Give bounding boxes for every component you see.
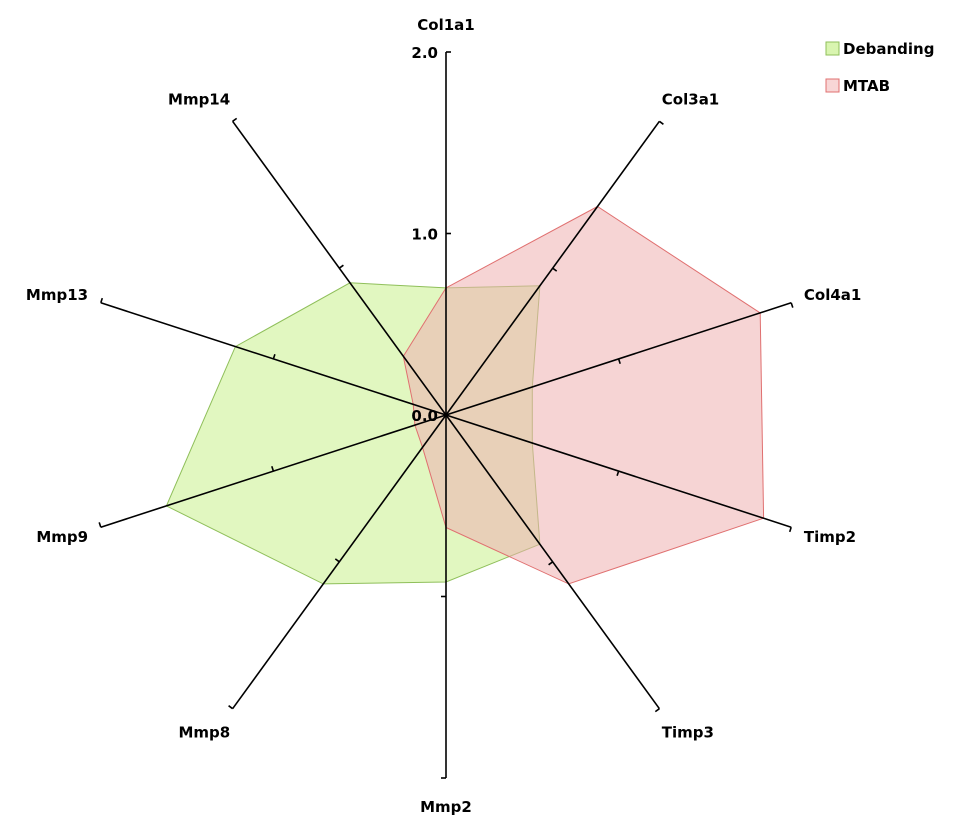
axis-line-col3a1 <box>445 120 661 416</box>
axis-label-col3a1: Col3a1 <box>662 91 719 109</box>
axis-tick <box>100 297 104 304</box>
axis-tick <box>548 561 554 566</box>
axis-tick <box>232 117 238 122</box>
axis-tick <box>98 522 102 528</box>
axis-tick <box>334 558 340 563</box>
axis-label-mmp14: Mmp14 <box>168 91 230 109</box>
axis-tick <box>790 302 794 308</box>
axis-line-mmp8 <box>231 414 447 710</box>
legend-swatch-mtab <box>825 78 840 93</box>
axis-label-mmp2: Mmp2 <box>420 798 472 816</box>
legend-label-debanding: Debanding <box>843 40 934 58</box>
axis-tick <box>654 708 660 713</box>
axis-labels-layer: Col1a1 Col3a1 Col4a1 Timp2 Timp3 Mmp2 Mmp8 Mmp9… <box>26 16 861 816</box>
series-layer <box>165 205 765 585</box>
legend: Debanding MTAB <box>825 40 934 95</box>
axis-tick <box>617 358 621 364</box>
axis-label-mmp9: Mmp9 <box>36 528 88 546</box>
legend-label-mtab: MTAB <box>843 77 890 95</box>
axis-label-timp3: Timp3 <box>662 723 714 741</box>
tick-labels-layer: 0.0 1.0 2.0 <box>411 44 438 425</box>
tick-label: 0.0 <box>411 407 438 425</box>
axis-tick <box>552 267 558 272</box>
axis-label-timp2: Timp2 <box>804 528 856 546</box>
axis-tick <box>272 353 276 360</box>
axis-tick <box>228 705 234 710</box>
axis-tick <box>788 526 792 533</box>
axis-tick <box>616 470 620 477</box>
tick-label: 2.0 <box>411 44 438 62</box>
axis-label-col1a1: Col1a1 <box>417 16 474 34</box>
axes-layer <box>98 51 794 779</box>
tick-label: 1.0 <box>411 226 438 244</box>
axis-label-mmp8: Mmp8 <box>178 723 230 741</box>
series-area-mtab <box>402 205 765 585</box>
axis-tick <box>271 466 275 472</box>
axis-label-col4a1: Col4a1 <box>804 286 861 304</box>
legend-swatch-debanding <box>825 41 840 56</box>
axis-label-mmp13: Mmp13 <box>26 286 88 304</box>
axis-tick <box>658 120 664 125</box>
axis-tick <box>338 264 344 269</box>
